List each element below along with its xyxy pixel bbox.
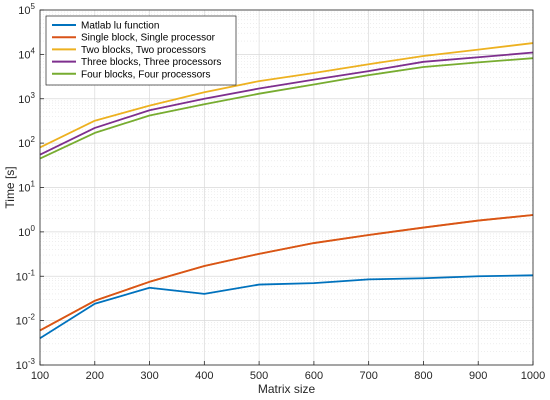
series-line xyxy=(39,42,534,149)
series-line xyxy=(39,57,534,160)
x-tick-label: 700 xyxy=(359,370,377,382)
x-tick-label: 300 xyxy=(140,370,158,382)
series-line xyxy=(39,274,534,340)
y-tick-label: 10-2 xyxy=(16,313,36,328)
y-tick-label: 100 xyxy=(18,224,35,239)
x-tick-label: 900 xyxy=(469,370,487,382)
y-tick-label: 103 xyxy=(18,91,35,106)
x-tick-label: 1000 xyxy=(521,370,545,382)
y-axis-ticks: 10-3 10-2 10-1 100 101 102 103 104 105 xyxy=(16,2,44,372)
y-tick-label: 101 xyxy=(18,180,35,195)
y-tick-label: 104 xyxy=(18,46,35,61)
series-line xyxy=(39,51,534,156)
legend-entry: Two blocks, Two processors xyxy=(81,45,206,56)
y-tick-label: 105 xyxy=(18,2,35,17)
y-tick-label: 10-1 xyxy=(16,268,36,283)
x-tick-label: 800 xyxy=(414,370,432,382)
x-tick-label: 100 xyxy=(31,370,49,382)
y-axis-label: Time [s] xyxy=(3,166,17,208)
x-tick-label: 500 xyxy=(250,370,268,382)
x-axis-ticks: 100 200 300 400 500 600 700 800 900 1000 xyxy=(31,361,545,382)
legend-box xyxy=(45,15,237,86)
x-tick-label: 600 xyxy=(305,370,323,382)
legend-entry: Matlab lu function xyxy=(81,21,159,32)
legend-entry: Four blocks, Four processors xyxy=(81,69,211,80)
y-tick-label: 10-3 xyxy=(16,357,36,372)
series-line xyxy=(39,214,534,332)
series-lines xyxy=(39,42,534,340)
x-axis-label: Matrix size xyxy=(258,382,316,396)
legend-entry: Single block, Single processor xyxy=(81,33,216,44)
y-tick-label: 102 xyxy=(18,135,35,150)
legend-entry: Three blocks, Three processors xyxy=(81,57,221,68)
x-tick-label: 200 xyxy=(86,370,104,382)
x-tick-label: 400 xyxy=(195,370,213,382)
